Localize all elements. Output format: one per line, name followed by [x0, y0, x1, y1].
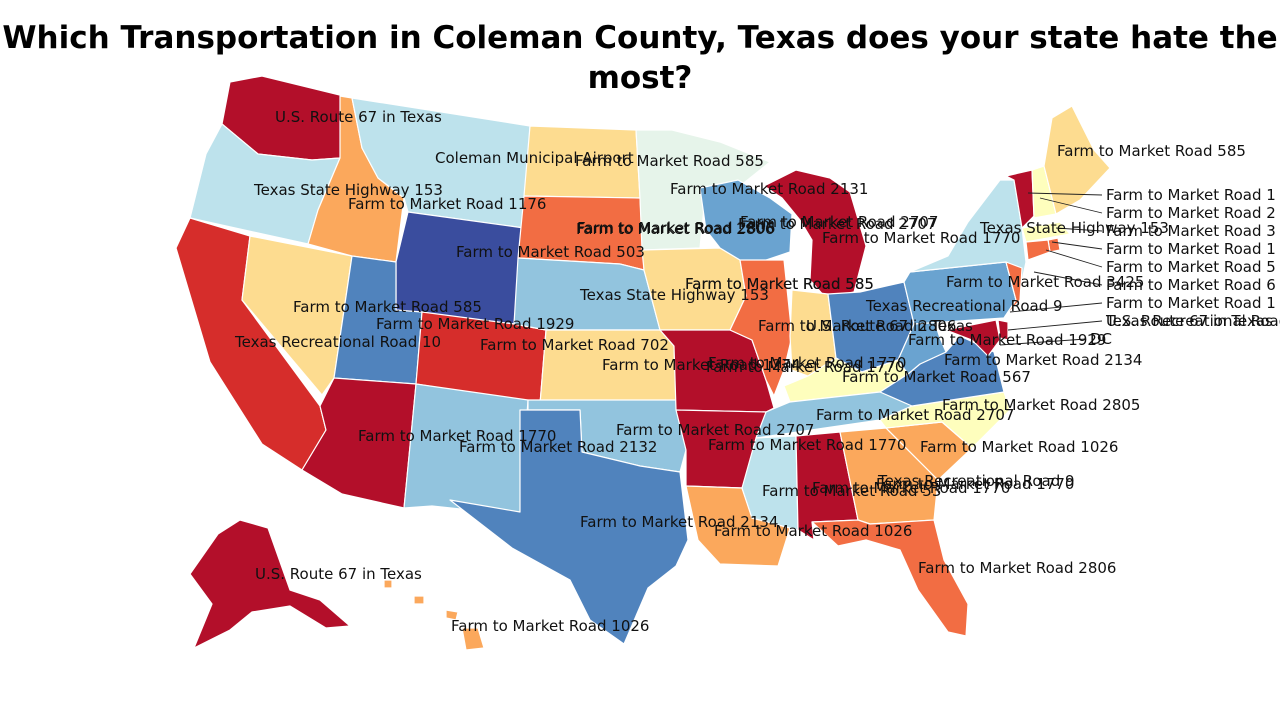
- state-vt: [1005, 169, 1035, 229]
- state-label-pa: Farm to Market Road 3425: [946, 273, 1144, 291]
- state-label-wi: Farm to Market Road 2707: [738, 215, 936, 233]
- state-nj: [1003, 261, 1023, 319]
- overlap-label-6: Farm to Market Road 1770: [876, 475, 1074, 493]
- state-label-ny: Texas State Highway 153: [979, 219, 1169, 237]
- state-nv: [241, 235, 353, 396]
- state-label-wy: Farm to Market Road 503: [456, 243, 645, 261]
- state-hi: [383, 579, 485, 651]
- state-ak: [189, 519, 351, 649]
- state-label-ak: U.S. Route 67 in Texas: [255, 565, 422, 583]
- state-label-ok: Farm to Market Road 2707: [616, 421, 814, 439]
- state-mi: [763, 169, 867, 299]
- state-label-ar: Farm to Market Road 1770: [708, 436, 906, 454]
- callout-label-7: Texas Recreational Road 9: [1105, 312, 1280, 330]
- callout-leader-1: [1039, 197, 1103, 214]
- overlap-label-3: Farm to Market Road 585: [685, 275, 874, 293]
- callout-label-4: Farm to Market Road 5: [1106, 258, 1276, 276]
- state-label-tx: Farm to Market Road 2134: [580, 513, 778, 531]
- state-label-ia: Farm to Market Road 585: [685, 275, 874, 293]
- callout-label-9: DC: [1090, 330, 1112, 348]
- state-label-mi: Farm to Market Road 1770: [822, 229, 1020, 247]
- state-label-in: U.S. Route 67 in Texas: [806, 317, 973, 335]
- state-label-oh: Farm to Market Road 1929: [908, 331, 1106, 349]
- state-ma: [1021, 221, 1071, 243]
- overlap-label-5: Texas Recreational Road 9: [865, 297, 1063, 315]
- state-label-mt: Coleman Municipal Airport: [435, 149, 634, 167]
- state-label-ga: Texas Recreational Road 9: [877, 472, 1075, 490]
- callout-label-6: Farm to Market Road 1: [1106, 294, 1276, 312]
- callout-leader-0: [1027, 192, 1103, 196]
- state-label-ms: Farm to Market Road 53: [762, 482, 941, 500]
- state-label-il: Farm to Market Road 2806: [758, 317, 956, 335]
- overlap-label-4: Farm to Market Road 2806: [577, 219, 775, 237]
- state-label-co: Farm to Market Road 1929: [376, 315, 574, 333]
- state-label-sd: Farm to Market Road 2806: [576, 220, 774, 238]
- state-label-fl: Farm to Market Road 2806: [918, 559, 1116, 577]
- state-label-ky: Farm to Market Road 1770: [706, 358, 904, 376]
- state-label-or: Texas State Highway 153: [253, 181, 443, 199]
- state-label-ks: Farm to Market Road 702: [480, 336, 669, 354]
- callout-leader-2: [1055, 227, 1103, 232]
- overlap-label-2: Farm to Market Road 2707: [740, 213, 938, 231]
- state-de: [997, 319, 1009, 341]
- state-label-ne: Texas State Highway 153: [579, 286, 769, 304]
- callout-label-0: Farm to Market Road 1: [1106, 186, 1276, 204]
- state-tx: [449, 409, 689, 645]
- state-md: [945, 319, 1001, 357]
- callout-label-5: Farm to Market Road 6: [1106, 276, 1276, 294]
- callout-label-2: Farm to Market Road 3: [1106, 222, 1276, 240]
- state-label-nm: Farm to Market Road 2132: [459, 438, 657, 456]
- state-il: [729, 259, 793, 397]
- state-label-me: Farm to Market Road 585: [1057, 142, 1246, 160]
- state-label-wv: Farm to Market Road 567: [842, 368, 1031, 386]
- callout-leader-5: [1033, 271, 1103, 286]
- callout-leader-4: [1045, 249, 1103, 268]
- state-me: [1043, 105, 1111, 215]
- state-ct: [1025, 239, 1051, 261]
- state-wi: [699, 179, 793, 263]
- state-label-hi: Farm to Market Road 1026: [451, 617, 649, 635]
- callout-label-8: U.S. Route 67 in Texas: [1106, 312, 1273, 330]
- state-label-nc: Farm to Market Road 2805: [942, 396, 1140, 414]
- state-label-az: Farm to Market Road 1770: [358, 427, 556, 445]
- state-label-tn: Farm to Market Road 2707: [816, 406, 1014, 424]
- state-label-mn: Farm to Market Road 2131: [670, 180, 868, 198]
- state-fl: [811, 519, 969, 637]
- states-layer: [175, 75, 1111, 651]
- labels-layer: U.S. Route 67 in Texas Texas State Highwa…: [234, 108, 1280, 635]
- callout-leaders: [999, 192, 1103, 346]
- callout-leader-6: [1009, 302, 1103, 313]
- state-label-la: Farm to Market Road 1026: [714, 522, 912, 540]
- callout-leader-3: [1051, 241, 1103, 250]
- state-label-mo: Farm to Market Road 1274: [602, 356, 800, 374]
- state-label-nd: Farm to Market Road 585: [575, 152, 764, 170]
- callout-label-1: Farm to Market Road 2: [1106, 204, 1276, 222]
- overlap-label-1: Farm to Market Road 1770: [708, 354, 906, 372]
- state-label-id: Farm to Market Road 1176: [348, 195, 546, 213]
- state-label-va: Farm to Market Road 2134: [944, 351, 1142, 369]
- state-label-ut: Farm to Market Road 585: [293, 298, 482, 316]
- state-label-wa: U.S. Route 67 in Texas: [275, 108, 442, 126]
- state-label-al: Farm to Market Road 1770: [812, 479, 1010, 497]
- callout-leader-7: [1007, 320, 1103, 331]
- state-label-sc: Farm to Market Road 1026: [920, 438, 1118, 456]
- map-title: Which Transportation in Coleman County, …: [2, 20, 1278, 96]
- overlap-label-0: Texas Recreational Road 10: [234, 333, 441, 351]
- callout-leader-9: [999, 338, 1087, 346]
- callout-label-3: Farm to Market Road 1: [1106, 240, 1276, 258]
